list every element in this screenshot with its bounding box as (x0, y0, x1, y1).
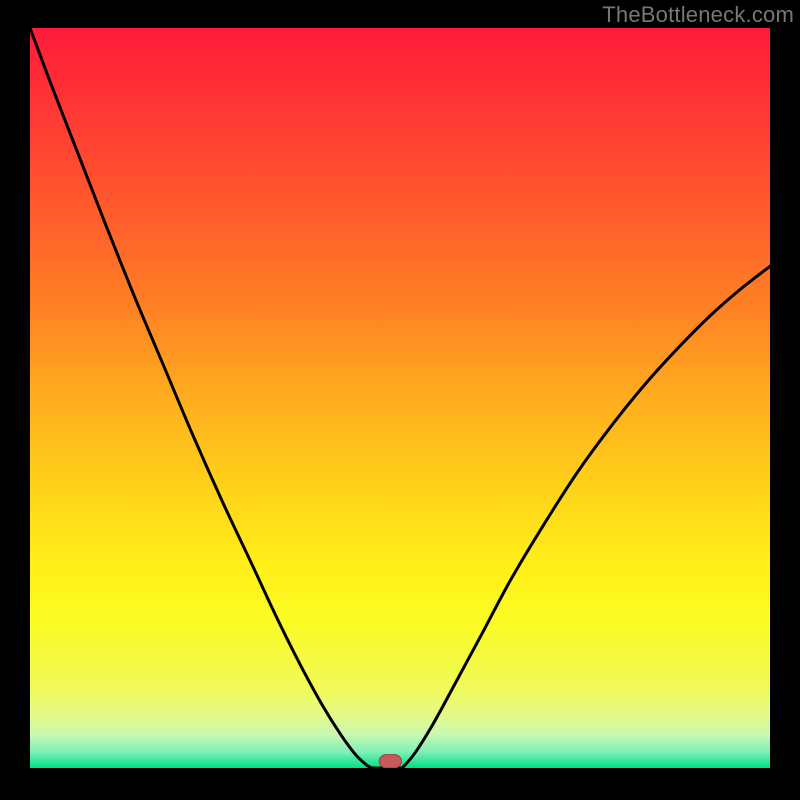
chart-frame: TheBottleneck.com (0, 0, 800, 800)
bottleneck-marker (30, 28, 770, 768)
watermark-text: TheBottleneck.com (602, 2, 794, 28)
plot-area (30, 28, 770, 768)
